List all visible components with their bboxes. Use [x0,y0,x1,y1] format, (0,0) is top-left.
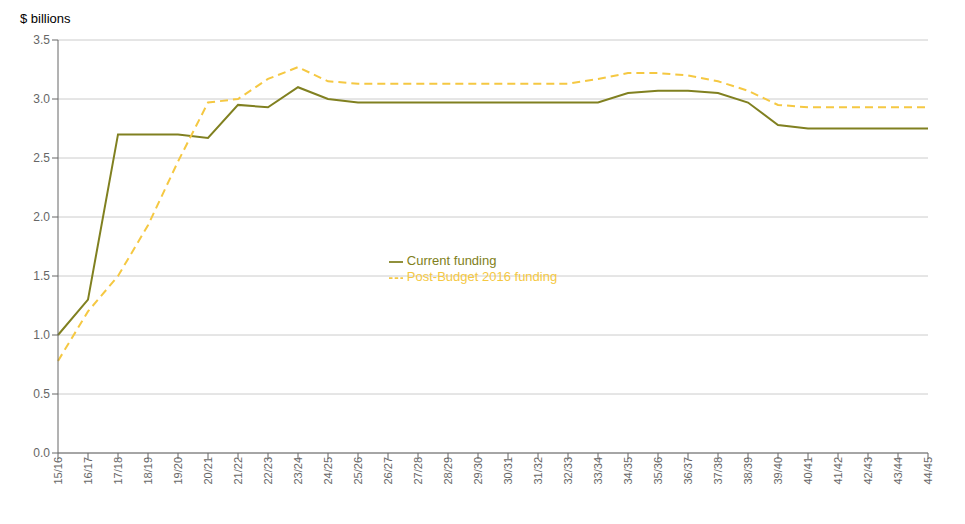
svg-text:34/35: 34/35 [622,457,634,485]
svg-text:27/28: 27/28 [412,457,424,485]
svg-text:20/21: 20/21 [202,457,214,485]
svg-text:24/25: 24/25 [322,457,334,485]
svg-text:15/16: 15/16 [52,457,64,485]
svg-text:36/37: 36/37 [682,457,694,485]
svg-text:41/42: 41/42 [832,457,844,485]
svg-text:42/43: 42/43 [862,457,874,485]
svg-text:0.5: 0.5 [33,387,50,401]
svg-text:19/20: 19/20 [172,457,184,485]
svg-text:28/29: 28/29 [442,457,454,485]
svg-text:33/34: 33/34 [592,457,604,485]
svg-text:43/44: 43/44 [892,457,904,485]
svg-text:2.5: 2.5 [33,151,50,165]
svg-text:21/22: 21/22 [232,457,244,485]
svg-text:37/38: 37/38 [712,457,724,485]
svg-text:1.0: 1.0 [33,328,50,342]
svg-text:3.0: 3.0 [33,92,50,106]
svg-text:22/23: 22/23 [262,457,274,485]
svg-text:26/27: 26/27 [382,457,394,485]
svg-text:39/40: 39/40 [772,457,784,485]
html-text:Current funding: Current funding [406,253,497,269]
svg-text:25/26: 25/26 [352,457,364,485]
svg-text:2.0: 2.0 [33,210,50,224]
svg-text:16/17: 16/17 [82,457,94,485]
svg-text:3.5: 3.5 [33,33,50,47]
svg-text:44/45: 44/45 [922,457,934,485]
html-text:Post-Budget 2016 funding: Post-Budget 2016 funding [406,269,558,284]
svg-text:30/31: 30/31 [502,457,514,485]
svg-text:35/36: 35/36 [652,457,664,485]
svg-text:38/39: 38/39 [742,457,754,485]
svg-text:18/19: 18/19 [142,457,154,485]
svg-text:17/18: 17/18 [112,457,124,485]
svg-text:23/24: 23/24 [292,457,304,485]
svg-text:40/41: 40/41 [802,457,814,485]
svg-text:31/32: 31/32 [532,457,544,485]
svg-text:0.0: 0.0 [33,446,50,460]
html-text:$ billions: $ billions [20,11,71,26]
svg-text:1.5: 1.5 [33,269,50,283]
svg-text:32/33: 32/33 [562,457,574,485]
svg-text:29/30: 29/30 [472,457,484,485]
